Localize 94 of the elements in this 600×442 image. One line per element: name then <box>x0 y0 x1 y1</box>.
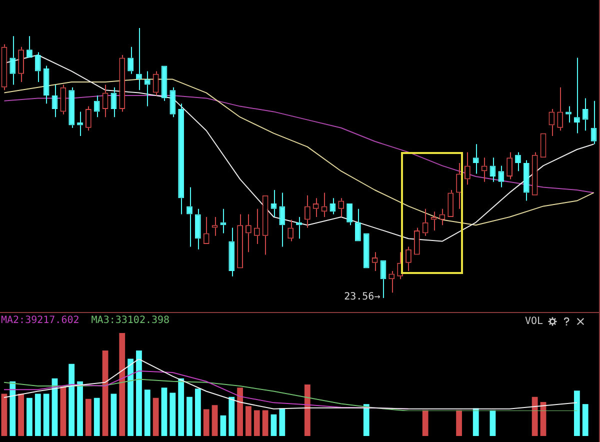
bar <box>194 388 201 436</box>
candlestick <box>136 28 142 91</box>
candlestick <box>52 84 58 118</box>
bar <box>304 384 310 436</box>
bar <box>18 394 24 436</box>
bar <box>363 404 370 436</box>
bar <box>85 398 92 436</box>
text: VOL <box>524 316 543 327</box>
bar <box>422 410 428 436</box>
bar <box>212 405 218 436</box>
candlestick <box>279 192 286 248</box>
candlestick <box>68 86 75 128</box>
candlestick <box>414 227 420 255</box>
bar <box>186 396 192 436</box>
bar <box>456 410 462 436</box>
candlestick <box>422 208 428 236</box>
bar <box>262 410 268 436</box>
bar <box>119 333 126 436</box>
candlestick <box>60 84 66 115</box>
bar <box>254 410 260 436</box>
candlestick <box>203 216 210 244</box>
candlestick <box>85 106 92 132</box>
candlestick <box>590 100 597 145</box>
candlestick <box>212 216 218 236</box>
candlestick <box>1 44 8 91</box>
candlestick <box>10 36 16 86</box>
candlestick <box>490 157 496 182</box>
candlestick <box>94 95 100 118</box>
bar <box>237 388 243 436</box>
candlestick <box>566 106 572 123</box>
candlestick <box>506 152 513 180</box>
bar <box>102 350 108 436</box>
candlestick <box>498 165 504 188</box>
candlestick <box>144 70 150 107</box>
bar <box>136 350 142 436</box>
bar <box>203 409 210 436</box>
candlestick <box>464 152 470 186</box>
text: MA2:39217.602 <box>1 315 80 326</box>
candlestick <box>170 86 176 118</box>
candlestick <box>330 198 336 215</box>
bar <box>68 364 75 436</box>
bar <box>128 358 134 436</box>
bar <box>574 390 580 436</box>
bar <box>490 410 496 436</box>
candlestick <box>18 46 24 82</box>
bar <box>246 406 252 436</box>
bar <box>279 408 286 436</box>
candlestick <box>237 214 243 268</box>
candlestick <box>346 204 352 226</box>
bar <box>161 388 168 436</box>
bar <box>77 381 83 436</box>
candlestick <box>34 52 41 82</box>
bar <box>34 394 41 436</box>
candlestick <box>523 160 530 202</box>
text: MA3:33102.398 <box>91 315 170 326</box>
candlestick <box>557 86 564 132</box>
candlestick <box>448 190 454 217</box>
annotation: 23.56→ <box>344 292 380 303</box>
bar <box>152 398 159 436</box>
candlestick <box>178 103 184 215</box>
candlestick <box>582 98 588 132</box>
bar <box>43 394 50 436</box>
candlestick <box>270 190 277 218</box>
bar <box>94 398 100 436</box>
bar <box>144 390 150 436</box>
candlestick <box>532 152 538 196</box>
candlestick <box>119 54 126 112</box>
bar <box>26 398 32 436</box>
bar <box>228 396 235 436</box>
candlestick <box>456 162 462 210</box>
bar <box>472 408 479 436</box>
candlestick <box>262 195 268 256</box>
candlestick <box>43 65 50 104</box>
candlestick <box>548 108 555 136</box>
bar <box>110 394 117 436</box>
candlestick <box>152 70 159 96</box>
bar <box>10 381 16 436</box>
candlestick <box>304 194 310 228</box>
candlestick <box>288 219 294 242</box>
candlestick <box>406 246 412 272</box>
bar <box>270 414 277 436</box>
candlestick <box>472 144 479 174</box>
candlestick <box>380 260 386 298</box>
candlestick <box>194 208 201 250</box>
candlestick <box>128 46 134 74</box>
bar <box>220 415 226 436</box>
bar <box>532 396 538 436</box>
bar <box>1 394 8 436</box>
candlestick <box>355 208 361 242</box>
bar <box>60 386 66 436</box>
candlestick <box>228 227 235 277</box>
bar <box>170 392 176 436</box>
bar <box>178 378 184 436</box>
bar <box>582 404 588 436</box>
